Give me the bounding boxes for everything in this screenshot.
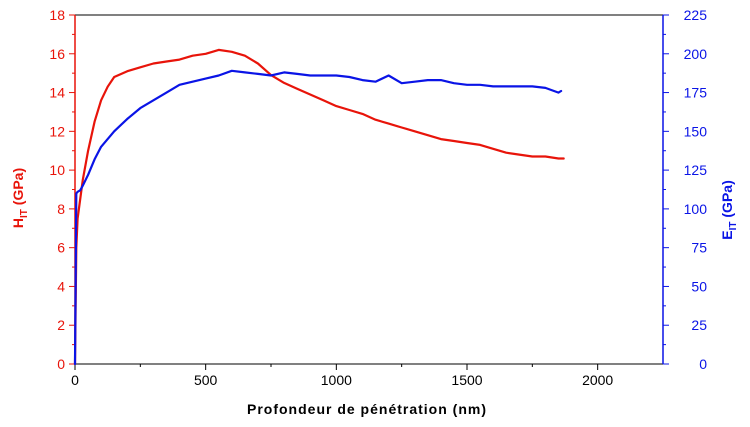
left-y-axis-title-sub: IT xyxy=(19,209,30,218)
x-axis-title: Profondeur de pénétration (nm) xyxy=(247,401,487,417)
right-y-axis: 0 25 50 75 100 125 150 175 200 225 xyxy=(662,7,708,372)
left-tick-label: 12 xyxy=(49,123,65,139)
x-tick-label: 500 xyxy=(194,372,218,388)
right-tick-label: 25 xyxy=(691,317,707,333)
x-axis: 0 500 1000 1500 2000 xyxy=(71,364,613,388)
left-tick-label: 0 xyxy=(57,356,65,372)
left-tick-label: 6 xyxy=(57,240,65,256)
right-y-axis-title-sub: IT xyxy=(728,222,739,231)
right-tick-label: 75 xyxy=(691,240,707,256)
x-tick-label: 0 xyxy=(71,372,79,388)
right-tick-label: 225 xyxy=(684,7,708,23)
left-y-axis: 0 2 4 6 8 10 12 14 16 18 xyxy=(49,7,76,372)
right-y-axis-title-main: E xyxy=(719,230,735,239)
left-tick-label: 16 xyxy=(49,46,65,62)
left-tick-label: 4 xyxy=(57,278,65,294)
x-tick-label: 1500 xyxy=(451,372,482,388)
right-tick-label: 100 xyxy=(684,201,708,217)
right-tick-label: 125 xyxy=(684,162,708,178)
x-tick-label: 2000 xyxy=(582,372,613,388)
left-tick-label: 18 xyxy=(49,7,65,23)
right-y-axis-title-suffix: (GPa) xyxy=(719,180,735,221)
right-tick-label: 0 xyxy=(699,356,707,372)
x-tick-label: 1000 xyxy=(321,372,352,388)
right-y-axis-title: EIT (GPa) xyxy=(719,180,739,239)
right-tick-label: 150 xyxy=(684,123,708,139)
left-y-axis-title: HIT (GPa) xyxy=(10,168,30,228)
series-layer xyxy=(73,48,565,366)
modulus-series-line xyxy=(73,69,563,366)
right-tick-label: 200 xyxy=(684,46,708,62)
left-tick-label: 2 xyxy=(57,317,65,333)
left-tick-label: 8 xyxy=(57,201,65,217)
plot-frame xyxy=(75,14,663,365)
hardness-series-line xyxy=(73,48,565,366)
left-tick-label: 14 xyxy=(49,85,65,101)
left-y-axis-title-main: H xyxy=(10,218,26,228)
left-tick-label: 10 xyxy=(49,162,65,178)
left-y-axis-title-suffix: (GPa) xyxy=(10,168,26,209)
right-tick-label: 175 xyxy=(684,85,708,101)
right-tick-label: 50 xyxy=(691,278,707,294)
